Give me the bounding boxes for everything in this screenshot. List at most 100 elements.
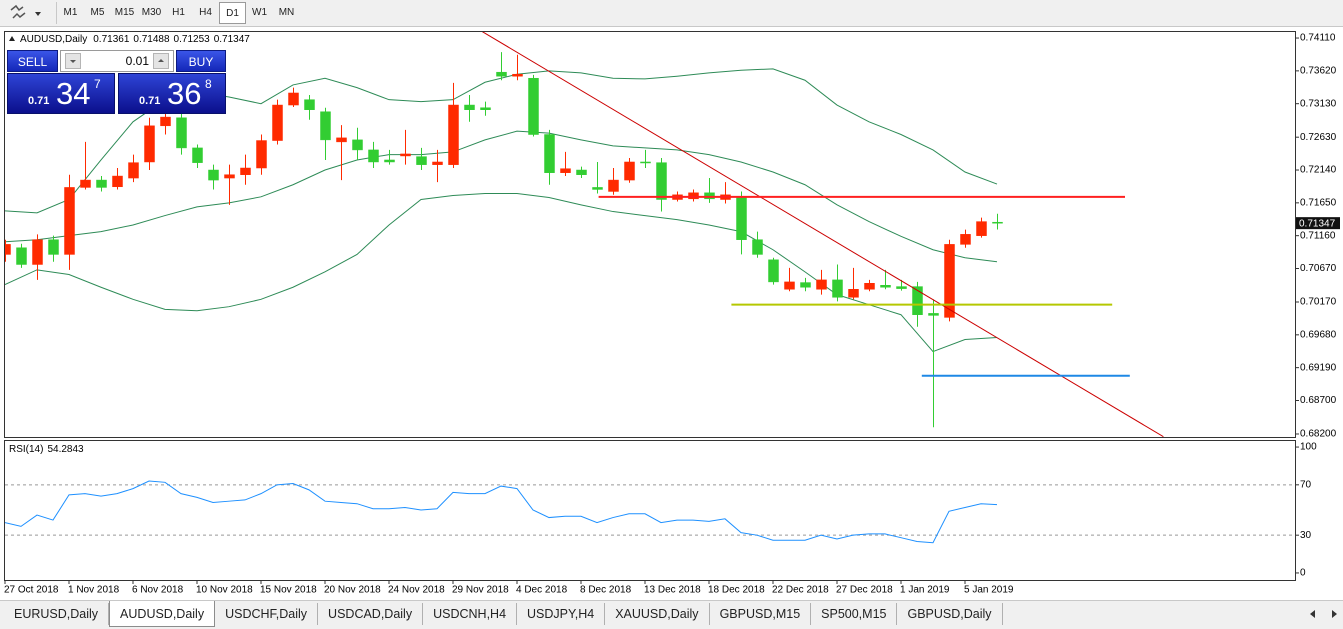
candle-body: [208, 169, 219, 181]
chart-tools-icon[interactable]: [8, 4, 44, 22]
candle-body: [496, 71, 507, 77]
candle-body: [80, 179, 91, 188]
header-open: 0.71361: [93, 34, 130, 45]
chart-tab[interactable]: USDJPY,H4: [517, 603, 606, 625]
candle-body: [928, 313, 939, 316]
x-tick-label: 13 Dec 2018: [644, 585, 701, 596]
collapse-arrow[interactable]: [9, 36, 15, 41]
candle-body: [384, 159, 395, 163]
candle-body: [880, 285, 891, 288]
x-tick-label: 24 Nov 2018: [388, 585, 445, 596]
timeframe-button[interactable]: H1: [172, 7, 185, 18]
buy-pip: 8: [205, 77, 212, 91]
candle-body: [864, 282, 875, 290]
rsi-current: 54.2843: [47, 444, 84, 455]
x-tick-label: 5 Jan 2019: [964, 585, 1014, 596]
x-tick-label: 18 Dec 2018: [708, 585, 765, 596]
chart: 0.741100.736200.731300.726300.721400.716…: [4, 31, 1340, 596]
candle-body: [480, 107, 491, 110]
candle-body: [32, 239, 43, 265]
chart-tab[interactable]: USDCHF,Daily: [215, 603, 319, 625]
candle-body: [128, 162, 139, 179]
candle-body: [688, 192, 699, 200]
lot-value: 0.01: [125, 54, 149, 68]
candle-body: [336, 137, 347, 143]
candle-body: [144, 125, 155, 163]
tab-list: EURUSD,Daily AUDUSD,Daily USDCHF,Daily USDC…: [4, 601, 1003, 627]
rsi-plot-frame: [4, 440, 1296, 581]
y-tick-label: 0: [1300, 568, 1306, 579]
header-high: 0.71488: [133, 34, 170, 45]
x-tick-label: 4 Dec 2018: [516, 585, 568, 596]
buy-prefix: 0.71: [139, 95, 161, 107]
timeframe-button[interactable]: D1: [219, 2, 246, 24]
candle-body: [768, 259, 779, 283]
rsi-line: [5, 480, 998, 544]
header-low: 0.71253: [174, 34, 211, 45]
buy-big: 36: [167, 76, 202, 111]
timeframe-button[interactable]: M1: [63, 7, 78, 18]
header-close: 0.71347: [214, 34, 251, 45]
candle-body: [704, 192, 715, 200]
chart-tab[interactable]: USDCNH,H4: [423, 603, 518, 625]
timeframe-button[interactable]: W1: [252, 7, 267, 18]
sell-quote[interactable]: 0.71 34 7: [7, 73, 115, 114]
tab-scroll[interactable]: [1306, 607, 1340, 621]
candle-body: [352, 139, 363, 151]
timeframe-button[interactable]: H4: [199, 7, 212, 18]
candle-body: [848, 289, 859, 298]
lot-field[interactable]: 0.01: [60, 50, 174, 72]
x-tick-label: 27 Oct 2018: [4, 585, 59, 596]
chart-tab[interactable]: SP500,M15: [811, 603, 898, 625]
rsi-header: RSI(14) 54.2843: [9, 444, 84, 455]
buy-quote[interactable]: 0.71 36 8: [118, 73, 226, 114]
candle-body: [544, 134, 555, 173]
y-tick-label: 0.72630: [1300, 132, 1337, 143]
chart-tab[interactable]: GBPUSD,Daily: [897, 603, 1003, 625]
toolbar: M1 M5 M15 M30 H1 H4 D1 W1 MN: [0, 0, 1343, 27]
x-tick-label: 1 Jan 2019: [900, 585, 950, 596]
candle-body: [432, 161, 443, 165]
sell-prefix: 0.71: [28, 95, 50, 107]
sell-pip: 7: [94, 77, 101, 91]
candle-body: [192, 147, 203, 163]
timeframe-button[interactable]: M30: [141, 7, 162, 18]
chart-header: AUDUSD,Daily 0.71361 0.71488 0.71253 0.71347: [20, 34, 250, 45]
rsi-plot: [5, 480, 1295, 544]
candle-body: [368, 149, 379, 163]
symbol: AUDUSD,Daily: [20, 34, 87, 45]
y-tick-label: 70: [1300, 479, 1312, 490]
timeframe-button[interactable]: M15: [114, 7, 135, 18]
chart-tabs: EURUSD,Daily AUDUSD,Daily USDCHF,Daily USDC…: [0, 600, 1343, 629]
drawn-line: [481, 32, 1164, 437]
y-tick-label: 0.68200: [1300, 429, 1337, 440]
sell-button[interactable]: SELL: [7, 50, 58, 72]
timeframe-button[interactable]: MN: [278, 7, 295, 18]
chart-tab[interactable]: USDCAD,Daily: [318, 603, 424, 625]
candle-body: [400, 153, 411, 157]
chart-tab[interactable]: AUDUSD,Daily: [109, 601, 216, 627]
candle-body: [832, 279, 843, 298]
x-tick-label: 27 Dec 2018: [836, 585, 893, 596]
candle-body: [160, 116, 171, 127]
y-tick-label: 0.69190: [1300, 362, 1337, 373]
lot-up[interactable]: [153, 53, 169, 69]
buy-button[interactable]: BUY: [176, 50, 226, 72]
candle-body: [656, 162, 667, 200]
candle-body: [176, 117, 187, 149]
chart-tab[interactable]: GBPUSD,M15: [710, 603, 812, 625]
candle-body: [304, 99, 315, 110]
candle-body: [64, 187, 75, 255]
y-tick-label: 0.71650: [1300, 197, 1337, 208]
candle-body: [256, 140, 267, 169]
chart-tab[interactable]: EURUSD,Daily: [4, 603, 110, 625]
chart-tab[interactable]: XAUUSD,Daily: [605, 603, 710, 625]
candle-body: [816, 279, 827, 290]
candle-body: [992, 221, 1003, 224]
lot-down[interactable]: [65, 53, 81, 69]
timeframe-button[interactable]: M5: [90, 7, 105, 18]
y-tick-label: 0.73620: [1300, 66, 1337, 77]
timeframe-bar: M1 M5 M15 M30 H1 H4 D1 W1 MN: [56, 2, 300, 24]
candle-body: [624, 161, 635, 181]
